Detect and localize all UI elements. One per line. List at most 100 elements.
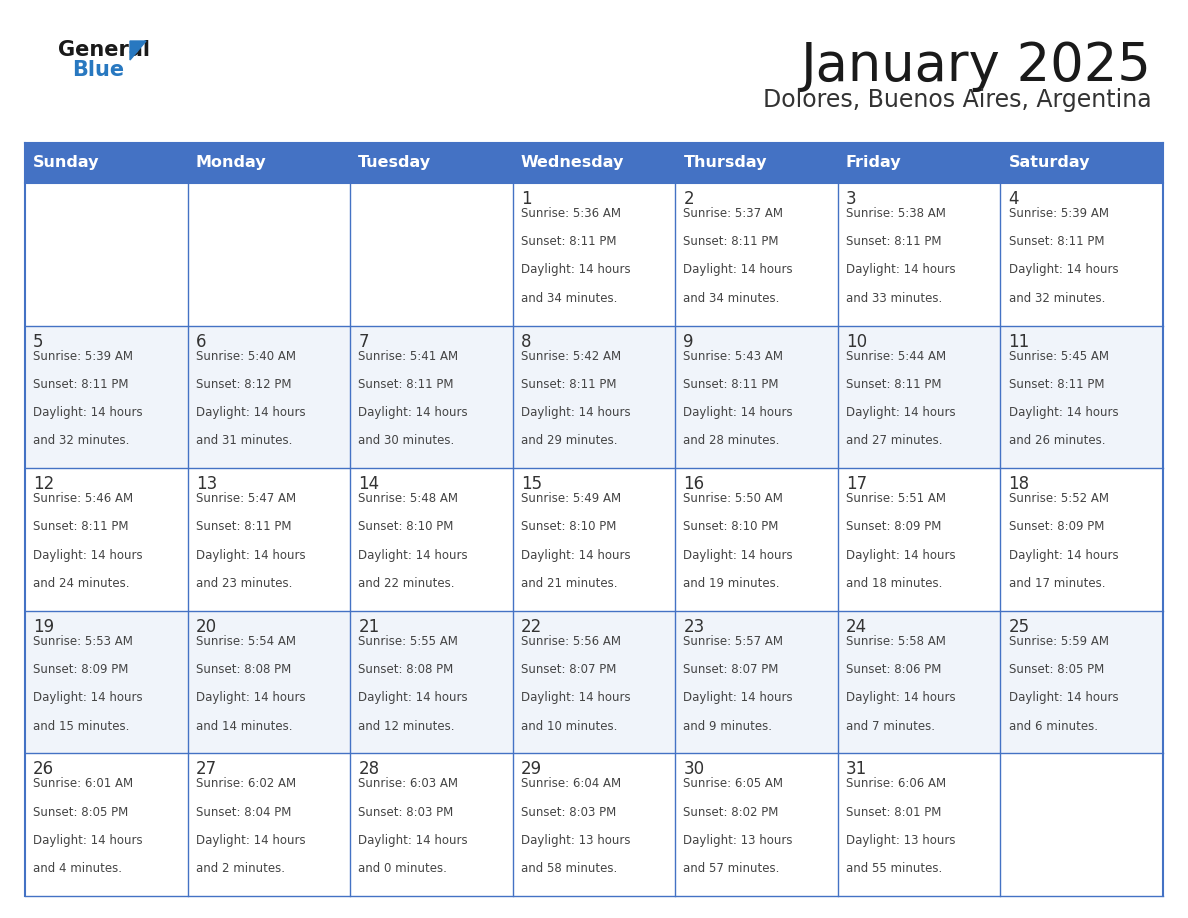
Text: Sunset: 8:11 PM: Sunset: 8:11 PM bbox=[520, 235, 617, 248]
Text: and 24 minutes.: and 24 minutes. bbox=[33, 577, 129, 590]
Text: General: General bbox=[58, 40, 150, 60]
Text: 10: 10 bbox=[846, 332, 867, 351]
Text: Sunrise: 5:51 AM: Sunrise: 5:51 AM bbox=[846, 492, 946, 505]
Bar bbox=[25, 326, 1163, 468]
Text: Daylight: 14 hours: Daylight: 14 hours bbox=[33, 549, 143, 562]
Text: Sunrise: 6:02 AM: Sunrise: 6:02 AM bbox=[196, 778, 296, 790]
Text: Friday: Friday bbox=[846, 155, 902, 171]
Text: Blue: Blue bbox=[72, 60, 124, 80]
Text: 21: 21 bbox=[359, 618, 379, 636]
Text: Sunset: 8:10 PM: Sunset: 8:10 PM bbox=[520, 521, 617, 533]
Text: Sunset: 8:03 PM: Sunset: 8:03 PM bbox=[520, 806, 617, 819]
Text: and 30 minutes.: and 30 minutes. bbox=[359, 434, 455, 447]
Text: Sunrise: 5:47 AM: Sunrise: 5:47 AM bbox=[196, 492, 296, 505]
Text: Sunset: 8:11 PM: Sunset: 8:11 PM bbox=[846, 378, 941, 391]
Text: and 4 minutes.: and 4 minutes. bbox=[33, 862, 122, 875]
Text: 16: 16 bbox=[683, 476, 704, 493]
Text: Sunset: 8:11 PM: Sunset: 8:11 PM bbox=[520, 378, 617, 391]
Text: Daylight: 14 hours: Daylight: 14 hours bbox=[1009, 691, 1118, 704]
Text: January 2025: January 2025 bbox=[801, 40, 1152, 92]
Text: Sunset: 8:01 PM: Sunset: 8:01 PM bbox=[846, 806, 941, 819]
Text: and 23 minutes.: and 23 minutes. bbox=[196, 577, 292, 590]
Text: Daylight: 14 hours: Daylight: 14 hours bbox=[33, 691, 143, 704]
Text: Sunrise: 5:57 AM: Sunrise: 5:57 AM bbox=[683, 635, 783, 648]
Text: Sunset: 8:11 PM: Sunset: 8:11 PM bbox=[33, 378, 128, 391]
Text: and 0 minutes.: and 0 minutes. bbox=[359, 862, 447, 875]
Text: and 18 minutes.: and 18 minutes. bbox=[846, 577, 942, 590]
Text: Sunrise: 5:49 AM: Sunrise: 5:49 AM bbox=[520, 492, 621, 505]
Text: Sunrise: 5:53 AM: Sunrise: 5:53 AM bbox=[33, 635, 133, 648]
Text: Monday: Monday bbox=[196, 155, 266, 171]
Text: Daylight: 14 hours: Daylight: 14 hours bbox=[520, 691, 631, 704]
Text: Sunrise: 5:42 AM: Sunrise: 5:42 AM bbox=[520, 350, 621, 363]
Text: Sunset: 8:09 PM: Sunset: 8:09 PM bbox=[1009, 521, 1104, 533]
Text: 9: 9 bbox=[683, 332, 694, 351]
Text: Sunrise: 5:44 AM: Sunrise: 5:44 AM bbox=[846, 350, 946, 363]
Text: Sunset: 8:09 PM: Sunset: 8:09 PM bbox=[33, 663, 128, 676]
Text: and 57 minutes.: and 57 minutes. bbox=[683, 862, 779, 875]
Text: Sunrise: 5:43 AM: Sunrise: 5:43 AM bbox=[683, 350, 783, 363]
Text: Daylight: 14 hours: Daylight: 14 hours bbox=[1009, 549, 1118, 562]
Text: Daylight: 14 hours: Daylight: 14 hours bbox=[196, 549, 305, 562]
Text: Sunrise: 6:01 AM: Sunrise: 6:01 AM bbox=[33, 778, 133, 790]
Text: 18: 18 bbox=[1009, 476, 1030, 493]
Text: 3: 3 bbox=[846, 190, 857, 208]
Text: and 29 minutes.: and 29 minutes. bbox=[520, 434, 618, 447]
Text: Sunset: 8:06 PM: Sunset: 8:06 PM bbox=[846, 663, 941, 676]
Bar bbox=[25, 183, 1163, 326]
Text: Daylight: 14 hours: Daylight: 14 hours bbox=[359, 691, 468, 704]
Text: Sunrise: 5:40 AM: Sunrise: 5:40 AM bbox=[196, 350, 296, 363]
Text: Daylight: 14 hours: Daylight: 14 hours bbox=[683, 691, 794, 704]
Text: and 34 minutes.: and 34 minutes. bbox=[683, 292, 779, 305]
Text: 6: 6 bbox=[196, 332, 207, 351]
Text: 22: 22 bbox=[520, 618, 542, 636]
Text: and 22 minutes.: and 22 minutes. bbox=[359, 577, 455, 590]
Text: and 55 minutes.: and 55 minutes. bbox=[846, 862, 942, 875]
Text: Sunrise: 5:58 AM: Sunrise: 5:58 AM bbox=[846, 635, 946, 648]
Text: 27: 27 bbox=[196, 760, 217, 778]
Text: and 28 minutes.: and 28 minutes. bbox=[683, 434, 779, 447]
Text: and 2 minutes.: and 2 minutes. bbox=[196, 862, 285, 875]
Text: Sunset: 8:11 PM: Sunset: 8:11 PM bbox=[683, 235, 779, 248]
Text: 24: 24 bbox=[846, 618, 867, 636]
Text: Sunday: Sunday bbox=[33, 155, 100, 171]
Text: Sunset: 8:11 PM: Sunset: 8:11 PM bbox=[683, 378, 779, 391]
Text: Daylight: 14 hours: Daylight: 14 hours bbox=[196, 691, 305, 704]
Text: Daylight: 14 hours: Daylight: 14 hours bbox=[359, 834, 468, 847]
Text: and 14 minutes.: and 14 minutes. bbox=[196, 720, 292, 733]
Text: Sunset: 8:11 PM: Sunset: 8:11 PM bbox=[33, 521, 128, 533]
Text: and 10 minutes.: and 10 minutes. bbox=[520, 720, 618, 733]
Text: Sunrise: 5:55 AM: Sunrise: 5:55 AM bbox=[359, 635, 459, 648]
Text: Sunrise: 6:04 AM: Sunrise: 6:04 AM bbox=[520, 778, 621, 790]
Text: Sunset: 8:05 PM: Sunset: 8:05 PM bbox=[1009, 663, 1104, 676]
Bar bbox=[25, 754, 1163, 896]
Text: Sunrise: 6:03 AM: Sunrise: 6:03 AM bbox=[359, 778, 459, 790]
Text: 29: 29 bbox=[520, 760, 542, 778]
Text: Sunrise: 5:46 AM: Sunrise: 5:46 AM bbox=[33, 492, 133, 505]
Text: and 19 minutes.: and 19 minutes. bbox=[683, 577, 779, 590]
Text: Daylight: 14 hours: Daylight: 14 hours bbox=[520, 406, 631, 420]
Text: and 17 minutes.: and 17 minutes. bbox=[1009, 577, 1105, 590]
Text: and 32 minutes.: and 32 minutes. bbox=[1009, 292, 1105, 305]
Text: Sunset: 8:07 PM: Sunset: 8:07 PM bbox=[520, 663, 617, 676]
Polygon shape bbox=[129, 41, 146, 60]
Text: Sunrise: 5:36 AM: Sunrise: 5:36 AM bbox=[520, 207, 621, 220]
Text: 28: 28 bbox=[359, 760, 379, 778]
Text: and 9 minutes.: and 9 minutes. bbox=[683, 720, 772, 733]
Text: Daylight: 14 hours: Daylight: 14 hours bbox=[359, 406, 468, 420]
Text: Daylight: 14 hours: Daylight: 14 hours bbox=[196, 406, 305, 420]
Text: Daylight: 14 hours: Daylight: 14 hours bbox=[359, 549, 468, 562]
Text: Daylight: 14 hours: Daylight: 14 hours bbox=[846, 263, 955, 276]
Text: 20: 20 bbox=[196, 618, 217, 636]
Text: Sunset: 8:08 PM: Sunset: 8:08 PM bbox=[196, 663, 291, 676]
Text: 25: 25 bbox=[1009, 618, 1030, 636]
Text: Sunset: 8:10 PM: Sunset: 8:10 PM bbox=[359, 521, 454, 533]
Text: and 21 minutes.: and 21 minutes. bbox=[520, 577, 618, 590]
Text: Daylight: 14 hours: Daylight: 14 hours bbox=[1009, 406, 1118, 420]
Bar bbox=[25, 468, 1163, 610]
Text: and 27 minutes.: and 27 minutes. bbox=[846, 434, 942, 447]
Text: Sunrise: 5:37 AM: Sunrise: 5:37 AM bbox=[683, 207, 783, 220]
Text: Dolores, Buenos Aires, Argentina: Dolores, Buenos Aires, Argentina bbox=[764, 88, 1152, 112]
Text: 15: 15 bbox=[520, 476, 542, 493]
Text: Tuesday: Tuesday bbox=[359, 155, 431, 171]
